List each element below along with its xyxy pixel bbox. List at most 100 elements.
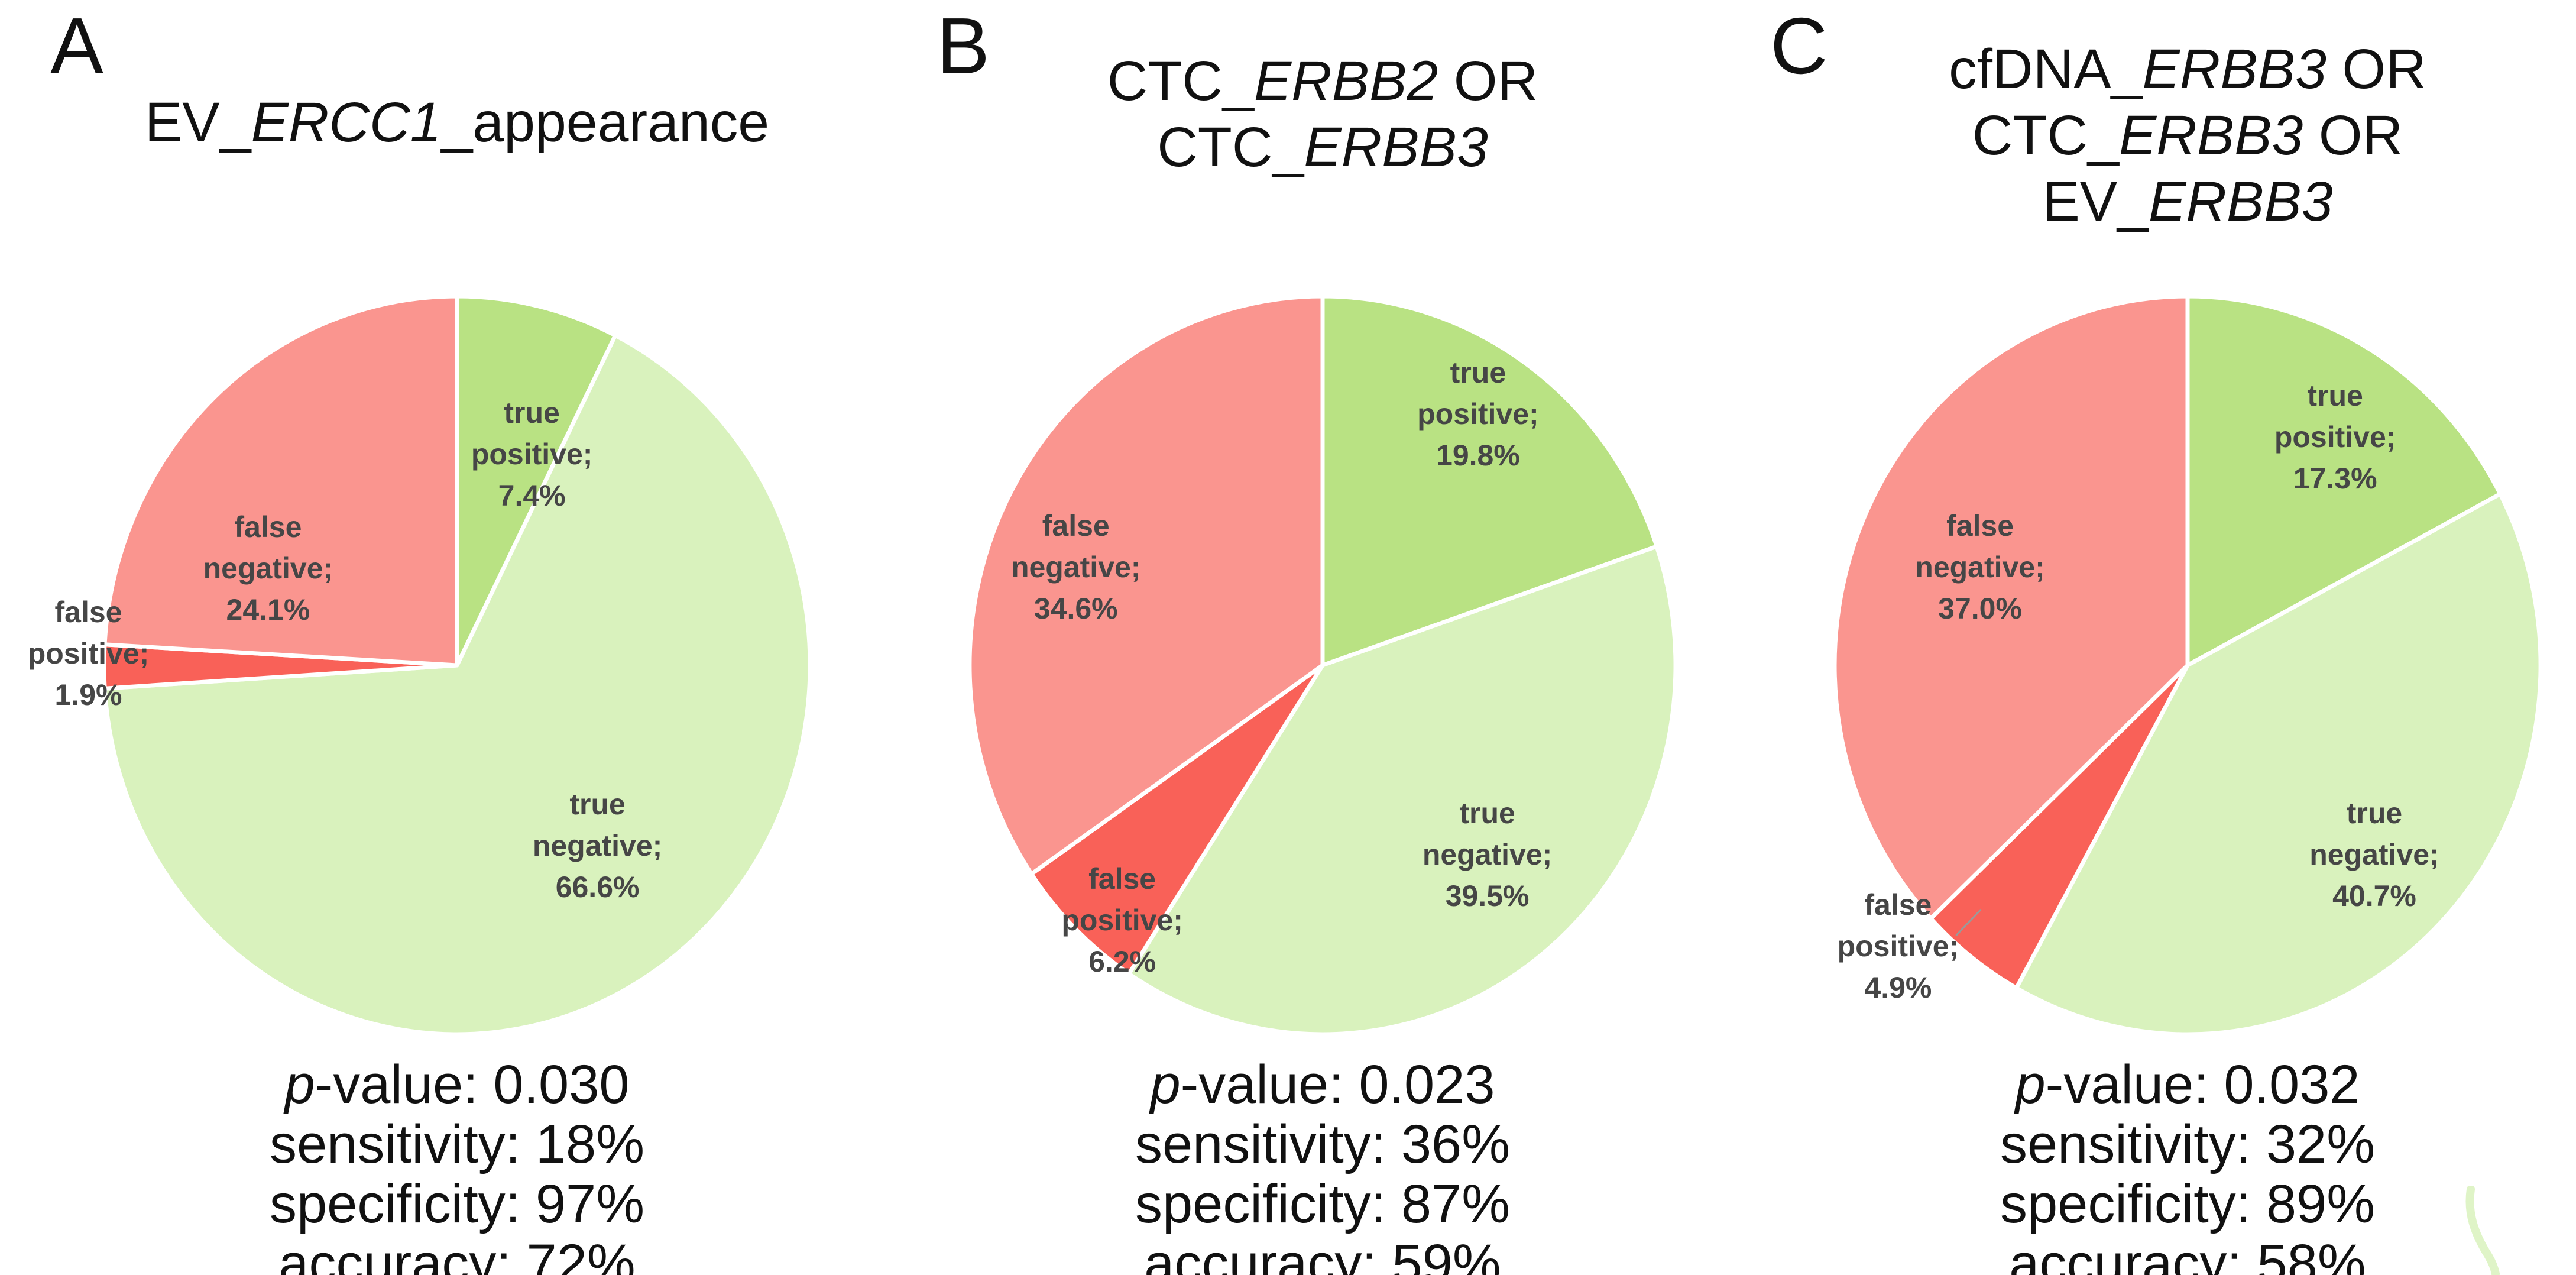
slice-label-true-negative: true negative; 66.6% <box>497 784 698 908</box>
slice-label-line: false <box>1042 509 1110 542</box>
slice-label-line: 4.9% <box>1864 971 1932 1005</box>
pie-slice-false-negative <box>967 294 1325 876</box>
slice-label-line: 1.9% <box>54 678 122 711</box>
stats-block: p-value: 0.030 sensitivity: 18% specificit… <box>73 1055 841 1275</box>
slice-label-false-negative: false negative; 24.1% <box>167 506 368 630</box>
text-segment: OR <box>1438 50 1538 112</box>
pie-slice-false-negative <box>102 294 459 668</box>
chart-title: cfDNA_ERBB3 OR CTC_ERBB3 OR EV_ERBB3 <box>1803 36 2572 235</box>
panel-letter-A: A <box>50 1 104 90</box>
italic-text-segment: p <box>284 1054 315 1115</box>
slice-label-true-negative: true negative; 40.7% <box>2274 792 2475 917</box>
stats-line: specificity: 97% <box>73 1174 841 1234</box>
slice-label-line: negative; <box>1010 550 1141 584</box>
text-segment: sensitivity: 36% <box>1135 1114 1511 1174</box>
stats-block: p-value: 0.023 sensitivity: 36% specificit… <box>938 1055 1707 1275</box>
pie-chart: true positive; 19.8% true negative; 39.5% fals… <box>966 293 1679 1038</box>
chart-title: EV_ERCC1_appearance <box>73 89 841 156</box>
text-segment: sensitivity: 32% <box>2000 1114 2376 1174</box>
pie-slice-true-negative <box>1127 544 1678 1037</box>
text-segment: _appearance <box>441 91 770 154</box>
stats-line: accuracy: 72% <box>73 1234 841 1275</box>
pie-chart: true positive; 17.3% true negative; 40.7% fals… <box>1831 293 2544 1038</box>
stats-line: sensitivity: 32% <box>1803 1115 2572 1174</box>
chart-title-line: EV_ERCC1_appearance <box>73 89 841 156</box>
italic-text-segment: p <box>2015 1054 2046 1115</box>
text-segment: specificity: 97% <box>269 1174 645 1234</box>
slice-label-true-negative: true negative; 39.5% <box>1387 792 1588 917</box>
stats-line: p-value: 0.030 <box>73 1055 841 1115</box>
text-segment: accuracy: 59% <box>1144 1234 1501 1275</box>
text-segment: CTC_ <box>1157 116 1304 179</box>
pie-chart: true positive; 7.4% true negative; 66.6% false… <box>28 293 814 1038</box>
pie-slice-true-positive <box>2185 294 2503 668</box>
stray-green-mark <box>2465 1186 2500 1275</box>
panel-letter-B: B <box>937 1 990 90</box>
slice-label-line: positive; <box>2274 420 2396 454</box>
slice-label-line: negative; <box>203 552 333 585</box>
slice-label-line: positive; <box>1837 930 1959 963</box>
stats-line: sensitivity: 36% <box>938 1115 1707 1174</box>
stats-line: specificity: 87% <box>938 1174 1707 1234</box>
slice-label-line: 34.6% <box>1033 591 1118 625</box>
pie-svg <box>102 294 812 1037</box>
slice-label-line: 66.6% <box>555 870 640 904</box>
italic-text-segment: ERCC1 <box>251 91 442 154</box>
slice-label-line: false <box>1864 888 1932 922</box>
slice-label-line: positive; <box>27 636 150 670</box>
text-segment: OR <box>2303 104 2403 167</box>
slice-label-true-positive: true positive; 7.4% <box>432 392 633 516</box>
slice-label-line: negative; <box>2309 838 2439 872</box>
slice-label-line: 6.2% <box>1088 944 1156 978</box>
slice-label-line: true <box>1459 797 1515 830</box>
slice-label-line: 39.5% <box>1445 879 1530 913</box>
italic-text-segment: ERBB3 <box>2118 104 2303 167</box>
chart-title-line: cfDNA_ERBB3 OR <box>1803 36 2572 102</box>
pie-svg <box>967 294 1678 1037</box>
stats-line: p-value: 0.023 <box>938 1055 1707 1115</box>
slice-label-line: false <box>54 595 122 629</box>
italic-text-segment: ERBB2 <box>1253 50 1438 112</box>
chart-title-line: CTC_ERBB2 OR <box>938 48 1707 114</box>
chart-title: CTC_ERBB2 OR CTC_ERBB3 <box>938 48 1707 180</box>
slice-label-line: false <box>234 510 302 544</box>
label-leader-line <box>1955 908 1982 937</box>
text-segment: cfDNA_ <box>1949 38 2143 101</box>
slice-label-false-positive: false positive; 4.9% <box>1797 884 1998 1008</box>
stats-line: sensitivity: 18% <box>73 1115 841 1174</box>
pie-slice-false-negative <box>1832 294 2190 921</box>
slice-label-true-positive: true positive; 17.3% <box>2235 375 2436 499</box>
text-segment: accuracy: 58% <box>2009 1234 2366 1275</box>
slice-label-line: positive; <box>471 438 593 471</box>
slice-label-line: negative; <box>1422 838 1553 872</box>
stats-block: p-value: 0.032 sensitivity: 32% specificit… <box>1803 1055 2572 1275</box>
slice-label-line: 17.3% <box>2293 462 2377 496</box>
slice-label-line: negative; <box>1915 550 2045 584</box>
stats-line: specificity: 89% <box>1803 1174 2572 1234</box>
slice-label-line: 40.7% <box>2332 879 2416 913</box>
slice-label-line: true <box>2307 379 2363 413</box>
slice-label-line: true <box>504 396 560 430</box>
slice-label-true-positive: true positive; 19.8% <box>1378 352 1579 476</box>
text-segment: sensitivity: 18% <box>269 1114 645 1174</box>
stats-line: p-value: 0.032 <box>1803 1055 2572 1115</box>
pie-slice-true-positive <box>455 294 618 668</box>
slice-label-line: positive; <box>1417 397 1539 431</box>
stats-line: accuracy: 58% <box>1803 1234 2572 1275</box>
slice-label-false-negative: false negative; 34.6% <box>976 505 1177 629</box>
slice-label-false-positive: false positive; 1.9% <box>0 591 189 716</box>
slice-label-line: false <box>1946 509 2014 542</box>
text-segment: OR <box>2326 38 2426 101</box>
chart-title-line: CTC_ERBB3 <box>938 114 1707 180</box>
slice-label-line: true <box>569 787 626 821</box>
slice-label-line: negative; <box>532 829 663 862</box>
pie-slice-true-negative <box>102 333 812 1037</box>
text-segment: EV_ <box>144 91 251 154</box>
text-segment: CTC_ <box>1972 104 2119 167</box>
text-segment: accuracy: 72% <box>278 1234 636 1275</box>
panel-letter-C: C <box>1770 1 1828 90</box>
italic-text-segment: ERBB3 <box>2142 38 2326 101</box>
italic-text-segment: ERBB3 <box>1304 116 1488 179</box>
chart-title-line: EV_ERBB3 <box>1803 169 2572 235</box>
